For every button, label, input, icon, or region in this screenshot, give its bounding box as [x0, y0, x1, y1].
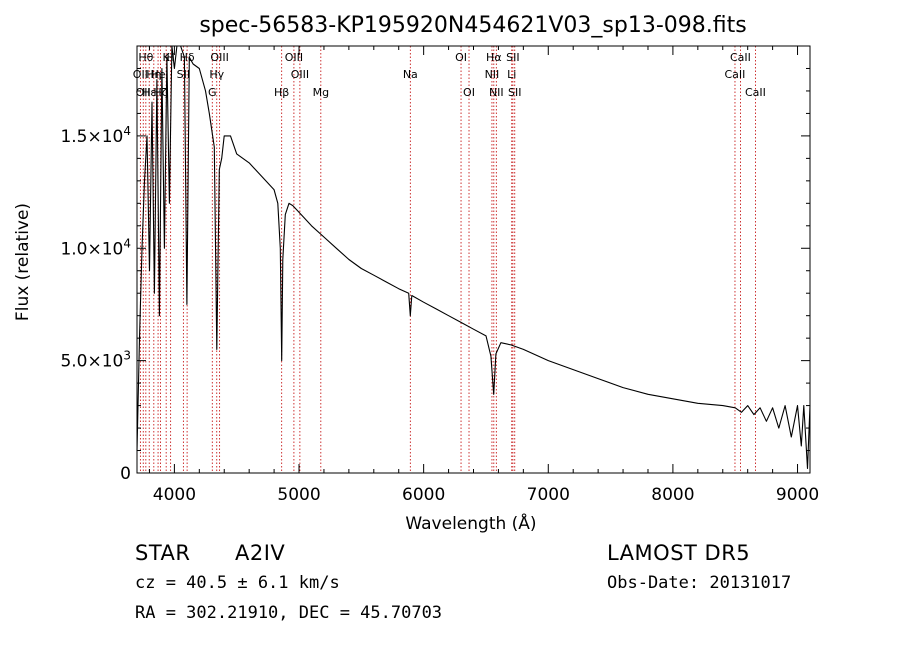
spectral-line-label: Hε: [142, 86, 156, 99]
plot-frame: [136, 45, 811, 474]
y-tick-label: 0: [120, 464, 131, 484]
object-class: STAR: [135, 541, 191, 565]
spectral-line-label: Hη: [146, 68, 161, 81]
y-tick-label: 1.5×104: [60, 124, 131, 147]
spectral-line-label: SII: [508, 86, 521, 99]
x-tick-label: 9000: [776, 485, 819, 505]
spectral-line-label: OIII: [210, 51, 228, 64]
spectral-line-label: NII: [489, 86, 504, 99]
chart-title: spec-56583-KP195920N454621V03_sp13-098.f…: [199, 13, 746, 38]
spectral-line-label: OI: [463, 86, 475, 99]
spectral-line-label: G: [208, 86, 217, 99]
spectral-line-label: SII: [506, 51, 519, 64]
spectral-line-label: Li: [507, 68, 516, 81]
spectral-line-label: OI: [455, 51, 467, 64]
x-tick-label: 8000: [651, 485, 694, 505]
x-tick-label: 7000: [527, 485, 570, 505]
spectral-line-label: SII: [177, 68, 190, 81]
spectral-line-label: Hζ: [153, 86, 167, 99]
x-axis-ticks: 4000 5000 6000 7000 8000 9000: [148, 46, 819, 505]
spectral-line-label: Hθ: [138, 51, 153, 64]
spectral-line-label: Hβ: [274, 86, 289, 99]
spectral-line-label: Hα: [486, 51, 502, 64]
spectral-line-label: Na: [403, 68, 418, 81]
spectral-line-label: CaII: [730, 51, 751, 64]
coordinates: RA = 302.21910, DEC = 45.70703: [135, 603, 443, 623]
spectral-line-label: CaII: [725, 68, 746, 81]
spectral-line-label: CaII: [745, 86, 766, 99]
survey-name: LAMOST DR5: [607, 541, 751, 565]
x-axis-label: Wavelength (Å): [405, 512, 536, 534]
y-tick-label: 5.0×103: [60, 349, 131, 372]
spectral-line-label: NII: [485, 68, 500, 81]
spectral-line-label: OII: [136, 86, 151, 99]
object-subclass: A2IV: [235, 541, 286, 565]
spectral-line-label: H: [167, 51, 175, 64]
spectral-line-label: OIII: [285, 51, 303, 64]
spectral-line-label: He: [151, 68, 166, 81]
x-tick-label: 4000: [153, 485, 196, 505]
observation-date: Obs-Date: 20131017: [607, 573, 792, 593]
x-tick-label: 6000: [402, 485, 445, 505]
y-axis-ticks: 0 5.0×103 1.0×104 1.5×104: [60, 45, 810, 484]
spectral-line-label: Hγ: [209, 68, 224, 81]
spectrum-curve: [136, 45, 811, 470]
spectral-line-label: Mg: [313, 86, 329, 99]
spectral-line-label: OIII: [291, 68, 309, 81]
y-tick-label: 1.0×104: [60, 236, 131, 259]
spectral-line-labels: OIIOIIHθHεHηHeHζKHSIIHδGHγOIIIHβOIIIOIII…: [133, 51, 766, 99]
spectral-line-markers: [139, 46, 756, 473]
x-tick-label: 5000: [277, 485, 320, 505]
redshift-velocity: cz = 40.5 ± 6.1 km/s: [135, 573, 340, 593]
y-axis-label: Flux (relative): [13, 203, 33, 321]
